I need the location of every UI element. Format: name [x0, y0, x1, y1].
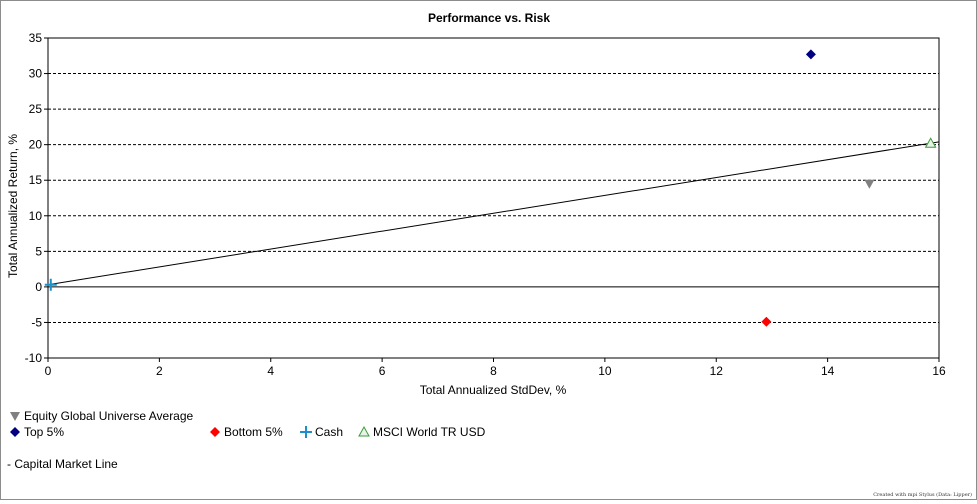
y-tick-label: 30: [29, 67, 43, 81]
y-axis-label: Total Annualized Return, %: [6, 134, 20, 278]
y-axis-ticks: -10 -5 0 5 10 15 20 25 30 35: [25, 31, 48, 365]
x-tick-label: 12: [710, 364, 724, 378]
legend-label-msci-world-tr-usd: MSCI World TR USD: [373, 425, 486, 439]
legend-label-cash: Cash: [315, 425, 343, 439]
legend-label-equity-global-universe-average: Equity Global Universe Average: [24, 409, 194, 423]
data-point-top-5: [805, 49, 816, 60]
y-tick-label: 35: [29, 31, 43, 45]
legend-marker-bottom-5: [210, 427, 220, 437]
plot-area-border: [47, 37, 940, 359]
x-tick-label: 4: [267, 364, 274, 378]
legend-label-bottom-5: Bottom 5%: [224, 425, 283, 439]
data-point-cash: [44, 278, 57, 291]
grid-lines: [48, 73, 939, 323]
legend-marker-cash: [300, 426, 312, 438]
y-tick-label: 5: [35, 244, 42, 258]
data-points: [44, 49, 937, 327]
data-point-bottom-5: [761, 316, 772, 327]
y-tick-label: 10: [29, 209, 43, 223]
y-tick-label: -10: [25, 351, 43, 365]
legend: Equity Global Universe Average Top 5% Bott…: [7, 409, 486, 471]
x-axis-ticks: 0 2 4 6 8 10 12 14 16: [45, 358, 946, 378]
capital-market-line: [47, 141, 940, 286]
legend-marker-equity-global-universe-average: [10, 412, 20, 421]
x-tick-label: 14: [821, 364, 835, 378]
y-tick-label: 15: [29, 173, 43, 187]
y-tick-label: 25: [29, 102, 43, 116]
legend-marker-top-5: [10, 427, 20, 437]
y-tick-label: -5: [31, 315, 42, 329]
x-tick-label: 6: [379, 364, 386, 378]
x-tick-label: 16: [932, 364, 946, 378]
capital-market-line-layer: [47, 141, 940, 286]
y-tick-label: 0: [35, 280, 42, 294]
chart-title: Performance vs. Risk: [428, 11, 550, 25]
data-point-equity-global-universe-average: [864, 179, 875, 189]
x-tick-label: 2: [156, 364, 163, 378]
x-tick-label: 10: [598, 364, 612, 378]
x-axis-label: Total Annualized StdDev, %: [420, 383, 567, 397]
legend-label-capital-market-line: - Capital Market Line: [7, 457, 118, 471]
legend-label-top-5: Top 5%: [24, 425, 64, 439]
x-tick-label: 8: [490, 364, 497, 378]
data-point-msci-world-tr-usd: [924, 137, 937, 148]
x-tick-label: 0: [45, 364, 52, 378]
footer-credit: Created with mpi Stylus (Data: Lipper): [873, 492, 972, 498]
legend-marker-msci-world-tr-usd: [358, 425, 370, 437]
y-tick-label: 20: [29, 138, 43, 152]
